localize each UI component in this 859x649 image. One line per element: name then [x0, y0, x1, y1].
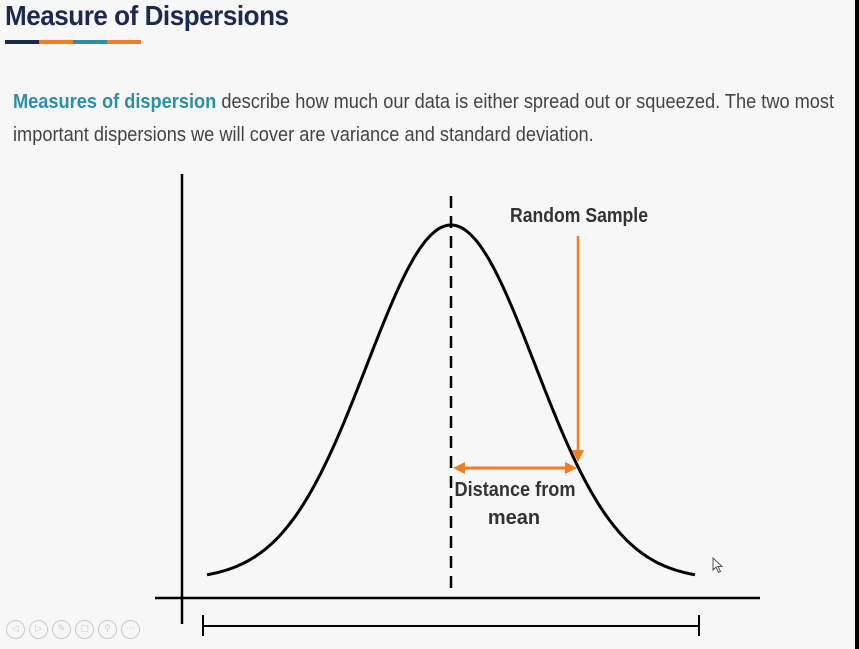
title-underline-segment	[39, 40, 73, 44]
title-underline-segment	[73, 40, 107, 44]
distance-arrow	[453, 462, 577, 474]
title-underline-segment	[5, 40, 39, 44]
zoom-icon[interactable]: ⚲	[98, 620, 117, 639]
copy-icon[interactable]: ▢	[75, 620, 94, 639]
play-icon[interactable]: ▷	[29, 620, 48, 639]
distance-label-line2: mean	[488, 507, 540, 529]
title-underline-segment	[107, 40, 141, 44]
slide-title: Measure of Dispersions	[5, 0, 289, 31]
intro-highlight: Measures of dispersion	[13, 91, 217, 113]
random-sample-arrow	[572, 236, 584, 462]
previous-icon[interactable]: ◁	[6, 620, 25, 639]
range-bracket	[202, 615, 700, 636]
player-controls: ◁ ▷ ✎ ▢ ⚲ ···	[6, 620, 140, 639]
title-underline	[5, 40, 141, 44]
more-icon[interactable]: ···	[121, 620, 140, 639]
distance-label-line1: Distance from	[455, 479, 576, 501]
random-sample-label: Random Sample	[510, 205, 648, 227]
pen-icon[interactable]: ✎	[52, 620, 71, 639]
mouse-cursor-icon	[712, 557, 724, 574]
intro-text: describe how much our data is either spr…	[13, 91, 835, 146]
intro-paragraph: Measures of dispersion describe how much…	[13, 86, 846, 152]
